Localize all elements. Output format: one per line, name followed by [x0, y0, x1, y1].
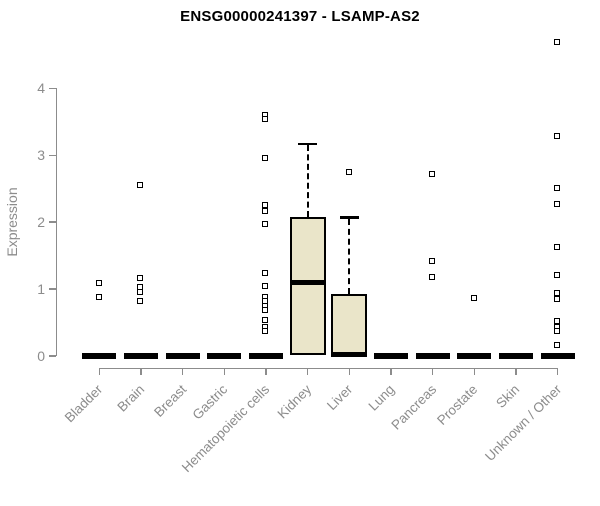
outlier-point [262, 207, 269, 214]
y-tick-label: 4 [37, 80, 45, 97]
outlier-point [95, 294, 102, 301]
y-tick-mark [49, 87, 56, 90]
x-tick-mark [473, 367, 476, 375]
zero-median-bar [82, 353, 117, 359]
x-tick-mark [98, 367, 101, 375]
x-tick-mark [431, 367, 434, 375]
outlier-point [262, 220, 269, 227]
box-rect [289, 216, 326, 356]
outlier-point [262, 201, 269, 208]
outlier-point [554, 39, 561, 46]
x-tick-mark [223, 367, 226, 375]
outlier-point [95, 279, 102, 286]
zero-median-bar [123, 353, 158, 359]
zero-median-bar [373, 353, 408, 359]
y-tick-mark [49, 288, 56, 290]
y-tick-label: 1 [37, 281, 45, 298]
zero-median-bar [248, 353, 283, 359]
outlier-point [137, 288, 144, 295]
median-line [331, 351, 368, 358]
outlier-point [429, 170, 436, 177]
outlier-point [554, 133, 561, 140]
outlier-point [262, 307, 269, 313]
median-line [289, 279, 326, 286]
zero-median-bar [499, 353, 533, 359]
zero-median-bar [415, 353, 450, 359]
outlier-point [554, 244, 561, 251]
outlier-point [262, 317, 269, 324]
y-tick-label: 3 [37, 147, 45, 164]
outlier-point [470, 294, 477, 301]
whisker-cap [298, 142, 318, 146]
y-tick-label: 2 [37, 214, 45, 231]
outlier-point [262, 269, 269, 276]
zero-median-bar [540, 353, 575, 359]
x-tick-mark [515, 367, 517, 375]
x-tick-mark [556, 367, 559, 375]
outlier-point [137, 274, 144, 281]
outlier-point [554, 272, 561, 279]
zero-median-bar [165, 353, 200, 359]
y-tick-mark [49, 355, 56, 357]
outlier-point [554, 341, 561, 348]
chart-title: ENSG00000241397 - LSAMP-AS2 [180, 8, 420, 25]
outlier-point [429, 274, 436, 281]
y-axis-line [55, 88, 57, 356]
whisker-cap [339, 216, 359, 219]
x-tick-mark [348, 367, 351, 375]
outlier-point [262, 282, 269, 289]
outlier-point [429, 257, 436, 264]
x-tick-mark [265, 367, 267, 375]
outlier-point [554, 200, 561, 207]
outlier-point [262, 115, 269, 122]
y-tick-mark [49, 221, 56, 223]
y-tick-label: 0 [37, 348, 45, 364]
x-axis-line [99, 367, 558, 369]
y-tick-mark [49, 154, 56, 157]
whisker-line [306, 145, 309, 217]
outlier-point [345, 168, 352, 175]
x-tick-mark [306, 367, 309, 375]
zero-median-bar [207, 353, 242, 359]
zero-median-bar [457, 353, 492, 359]
outlier-point [554, 296, 561, 303]
outlier-point [262, 328, 269, 335]
x-tick-mark [140, 367, 142, 375]
outlier-point [137, 297, 144, 304]
outlier-point [554, 327, 561, 334]
box-rect [331, 293, 368, 356]
outlier-point [137, 181, 144, 188]
x-tick-mark [390, 367, 392, 375]
outlier-point [554, 290, 561, 297]
outlier-point [554, 317, 561, 324]
outlier-point [262, 155, 269, 162]
outlier-point [554, 185, 561, 192]
x-tick-mark [181, 367, 184, 375]
whisker-line [348, 219, 351, 294]
